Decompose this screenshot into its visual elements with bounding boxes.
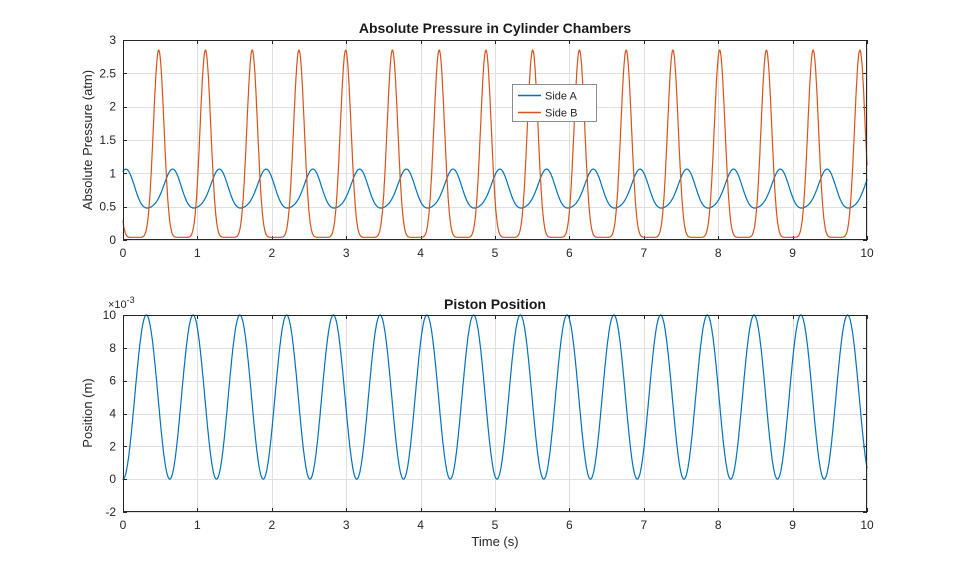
svg-text:3: 3 xyxy=(343,518,350,532)
svg-text:5: 5 xyxy=(492,246,499,260)
pressure-legend: Side A Side B xyxy=(512,84,597,122)
svg-text:10: 10 xyxy=(860,518,874,532)
svg-text:4: 4 xyxy=(417,518,424,532)
svg-text:2: 2 xyxy=(268,518,275,532)
svg-text:7: 7 xyxy=(640,518,647,532)
svg-text:8: 8 xyxy=(715,518,722,532)
svg-text:-2: -2 xyxy=(105,505,116,519)
svg-text:8: 8 xyxy=(715,246,722,260)
legend-label-side-b: Side B xyxy=(545,108,577,120)
svg-text:0.5: 0.5 xyxy=(99,200,116,214)
legend-label-side-a: Side A xyxy=(545,91,577,103)
svg-text:5: 5 xyxy=(492,518,499,532)
svg-text:3: 3 xyxy=(343,246,350,260)
x-axis-label: Time (s) xyxy=(471,534,518,549)
svg-text:2.5: 2.5 xyxy=(99,66,116,80)
svg-text:0: 0 xyxy=(120,246,127,260)
svg-text:2: 2 xyxy=(109,100,116,114)
svg-text:1: 1 xyxy=(194,518,201,532)
svg-text:6: 6 xyxy=(109,374,116,388)
position-title: Piston Position xyxy=(444,296,546,312)
position-series-lines xyxy=(122,314,868,480)
svg-text:2: 2 xyxy=(268,246,275,260)
svg-text:10: 10 xyxy=(103,308,117,322)
position-y-axis-label: Position (m) xyxy=(80,378,95,447)
pressure-grid xyxy=(123,40,868,241)
pressure-tick-labels: 0 1 2 3 4 5 6 7 8 9 10 0 0.5 1 1.5 2 2.5 3 xyxy=(99,33,874,260)
svg-text:1: 1 xyxy=(109,166,116,180)
legend-box xyxy=(512,84,597,122)
y-axis-multiplier: ×10-3 xyxy=(108,295,135,311)
svg-text:0: 0 xyxy=(109,233,116,247)
svg-text:0: 0 xyxy=(120,518,127,532)
svg-text:6: 6 xyxy=(566,246,573,260)
pressure-series-lines xyxy=(122,49,868,238)
svg-text:7: 7 xyxy=(640,246,647,260)
pressure-plot-area: 0 1 2 3 4 5 6 7 8 9 10 0 0.5 1 1.5 2 2.5 3 xyxy=(99,33,874,260)
svg-text:9: 9 xyxy=(789,518,796,532)
svg-text:1: 1 xyxy=(194,246,201,260)
svg-text:2: 2 xyxy=(109,439,116,453)
svg-text:0: 0 xyxy=(109,472,116,486)
svg-text:1.5: 1.5 xyxy=(99,133,116,147)
svg-text:8: 8 xyxy=(109,341,116,355)
position-grid xyxy=(123,315,868,513)
position-tick-labels: 0 1 2 3 4 5 6 7 8 9 10 -2 0 2 4 6 8 10 xyxy=(103,308,874,532)
svg-text:9: 9 xyxy=(789,246,796,260)
pressure-y-axis-label: Absolute Pressure (atm) xyxy=(80,70,95,210)
svg-text:4: 4 xyxy=(109,407,116,421)
svg-text:4: 4 xyxy=(417,246,424,260)
pressure-tick-marks xyxy=(123,40,868,241)
position-plot-area: 0 1 2 3 4 5 6 7 8 9 10 -2 0 2 4 6 8 10 xyxy=(103,308,874,532)
pressure-title: Absolute Pressure in Cylinder Chambers xyxy=(359,20,632,36)
pressure-axes-box xyxy=(123,40,867,240)
svg-text:6: 6 xyxy=(566,518,573,532)
svg-text:3: 3 xyxy=(109,33,116,47)
position-axes-box xyxy=(123,315,867,512)
svg-text:10: 10 xyxy=(860,246,874,260)
